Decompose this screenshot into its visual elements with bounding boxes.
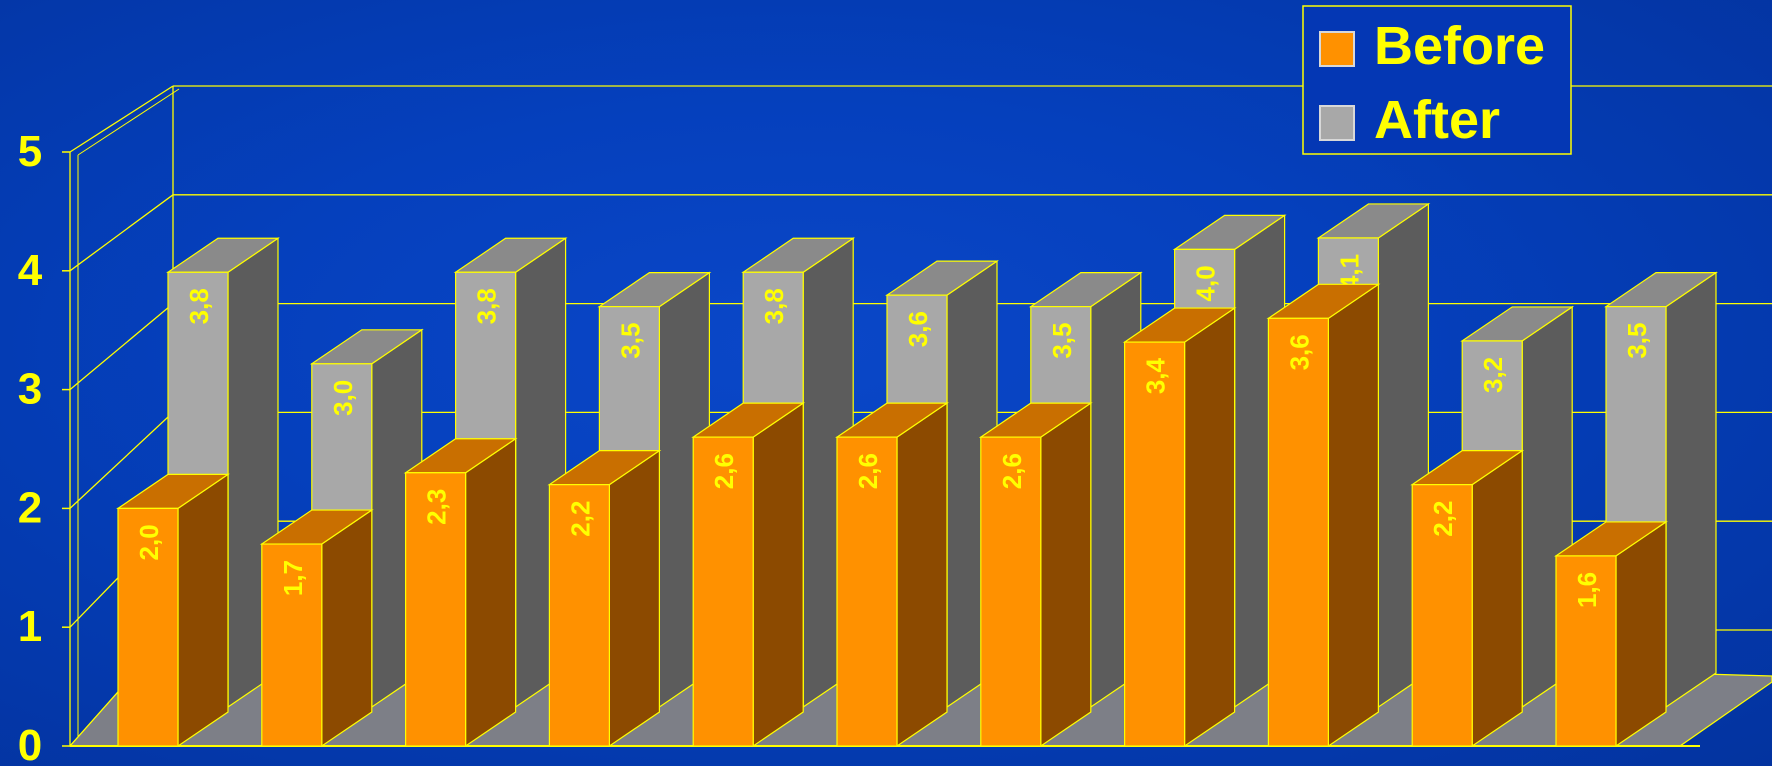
- before-bar: 2,6: [978, 401, 1093, 748]
- y-tick-label: 3: [18, 365, 42, 414]
- legend-swatch: [1319, 105, 1355, 141]
- after-bar-data-label: 3,5: [1047, 323, 1077, 359]
- before-bar-data-label: 2,6: [997, 453, 1027, 489]
- before-bar-data-label: 2,3: [422, 489, 452, 525]
- before-bar-data-label: 2,2: [1428, 501, 1458, 537]
- before-bar-data-label: 2,6: [709, 453, 739, 489]
- gridline-side: [69, 85, 174, 153]
- before-bar: 2,6: [691, 401, 806, 748]
- legend-label: Before: [1374, 16, 1545, 76]
- y-tick-label: 0: [18, 721, 42, 766]
- before-bar-front: [405, 472, 467, 747]
- after-bar-data-label: 3,8: [472, 288, 502, 324]
- y-tick-label: 1: [18, 602, 42, 651]
- before-bar: 3,4: [1122, 306, 1237, 748]
- before-bar-side: [1327, 283, 1380, 748]
- side-wall-top: [77, 88, 180, 156]
- legend: Before After: [1302, 5, 1572, 155]
- before-bar: 1,7: [259, 508, 374, 748]
- before-bar-data-label: 2,0: [134, 524, 164, 560]
- before-bar-data-label: 3,4: [1141, 357, 1171, 394]
- before-bar-side: [321, 508, 373, 748]
- before-bar-side: [1615, 520, 1667, 748]
- y-tick-label: 4: [18, 246, 43, 295]
- before-bar-data-label: 3,6: [1284, 334, 1314, 370]
- before-bar-front: [1267, 317, 1330, 747]
- before-bar-data-label: 2,6: [853, 453, 883, 489]
- before-bar: 3,6: [1266, 283, 1381, 748]
- legend-swatch: [1319, 31, 1355, 67]
- gridline-side: [69, 194, 174, 272]
- y-tick-label: 2: [18, 483, 42, 532]
- before-bar-front: [1123, 341, 1186, 747]
- before-bar-side: [1471, 449, 1523, 748]
- gridline-side: [69, 411, 174, 509]
- after-bar-data-label: 3,5: [1622, 323, 1652, 359]
- after-bar-side: [1665, 271, 1717, 709]
- before-bar-side: [752, 401, 804, 748]
- before-bar-front: [548, 484, 611, 747]
- y-tick-label: 5: [18, 127, 42, 176]
- after-bar-data-label: 4,0: [1191, 265, 1221, 301]
- before-bar: 2,6: [835, 401, 949, 748]
- before-bar-data-label: 1,6: [1572, 572, 1602, 608]
- before-bar-front: [980, 436, 1042, 747]
- before-bar-side: [608, 449, 661, 748]
- before-bar-side: [896, 401, 948, 748]
- legend-label: After: [1374, 90, 1500, 150]
- before-bar: 2,3: [403, 437, 518, 748]
- after-bar-data-label: 3,8: [184, 288, 214, 324]
- before-bar: 2,2: [1410, 449, 1525, 748]
- before-bar-side: [465, 437, 517, 748]
- gridline-side: [69, 303, 174, 391]
- before-bar: 2,0: [116, 473, 230, 748]
- before-bar-front: [1411, 484, 1473, 747]
- before-bar-data-label: 2,2: [565, 501, 595, 537]
- before-bar-data-label: 1,7: [278, 560, 308, 596]
- after-bar-data-label: 3,5: [615, 323, 645, 359]
- before-bar-front: [117, 507, 179, 747]
- before-bar-side: [1040, 401, 1092, 748]
- before-bar-side: [1183, 306, 1236, 748]
- before-bar-front: [1555, 555, 1617, 747]
- before-bar-front: [836, 436, 898, 747]
- after-bar-data-label: 3,0: [328, 380, 358, 416]
- before-bar-front: [692, 436, 754, 747]
- after-bar-data-label: 3,6: [903, 311, 933, 347]
- before-bar-side: [177, 473, 229, 748]
- before-bar: 2,2: [547, 449, 662, 748]
- after-bar-data-label: 3,2: [1478, 357, 1508, 393]
- before-bar-front: [261, 543, 323, 747]
- after-bar-data-label: 3,8: [759, 288, 789, 324]
- before-bar: 1,6: [1554, 520, 1668, 748]
